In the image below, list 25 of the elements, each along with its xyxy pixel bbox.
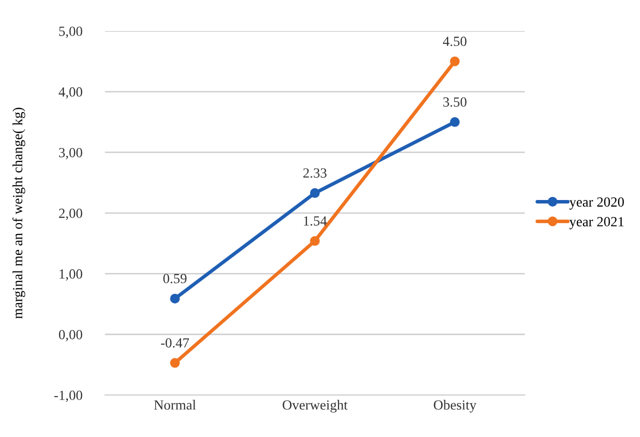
point — [450, 117, 460, 127]
x-tick-label: Overweight — [282, 400, 348, 413]
y-tick-label: 4,00 — [58, 87, 82, 99]
point — [170, 358, 180, 368]
legend-label: year 2021 — [569, 216, 624, 230]
point — [170, 294, 180, 304]
point — [310, 188, 320, 198]
y-tick-label: 0,00 — [58, 330, 82, 342]
data-label: 2.33 — [303, 168, 326, 178]
y-tick-label: 1,00 — [60, 269, 82, 281]
y-tick-label: 5,00 — [59, 26, 82, 38]
point — [310, 236, 320, 246]
y-axis-title: marginal me an of weight change( kg) — [12, 108, 26, 319]
data-label: -0.47 — [160, 338, 189, 348]
y-tick-label: -1,00 — [54, 390, 82, 402]
y-tick-label: 3,00 — [59, 148, 82, 160]
point — [450, 56, 460, 66]
y-tick-label: 2,00 — [59, 208, 82, 220]
data-label: 1.54 — [304, 216, 327, 226]
data-label: 4.50 — [442, 36, 466, 46]
data-label: 3.50 — [443, 97, 466, 107]
data-label: 0.59 — [163, 274, 187, 284]
legend-label: year 2020 — [569, 197, 624, 210]
x-tick-label: Normal — [154, 400, 196, 410]
x-tick-label: Obesity — [434, 400, 476, 413]
